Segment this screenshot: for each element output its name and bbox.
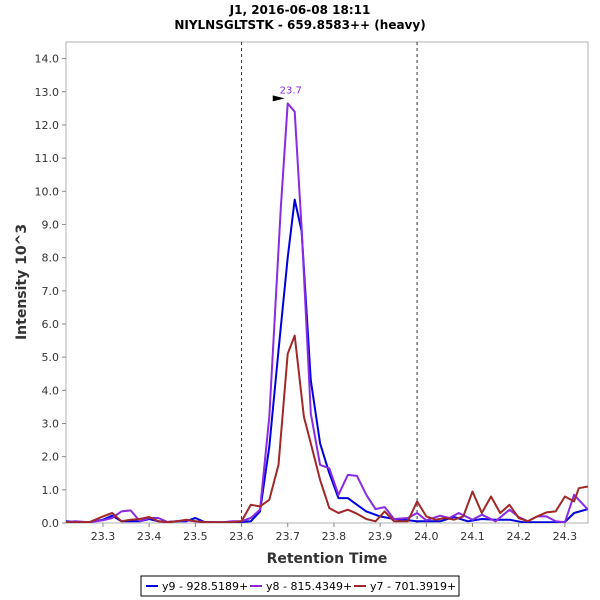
y-tick-label: 9.0 xyxy=(42,218,60,231)
y-tick-label: 12.0 xyxy=(35,119,60,132)
y-tick-label: 2.0 xyxy=(42,451,60,464)
x-tick-label: 24.2 xyxy=(506,530,531,543)
y-tick-label: 4.0 xyxy=(42,384,60,397)
y-axis: 0.0 1.0 2.0 3.0 4.0 5.0 6.0 7.0 8.0 9.0 10.0 11.0 12… xyxy=(35,53,66,530)
y-tick-label: 1.0 xyxy=(42,484,60,497)
series-lines xyxy=(66,102,588,523)
peak-arrow-icon xyxy=(272,95,285,102)
x-tick-label: 23.5 xyxy=(183,530,208,543)
chart-subtitle: NIYLNSGLTSTK - 659.8583++ (heavy) xyxy=(174,18,425,32)
y-tick-label: 10.0 xyxy=(35,185,60,198)
peak-label: 23.7 xyxy=(280,85,302,96)
x-tick-label: 23.4 xyxy=(137,530,162,543)
legend-label: y7 - 701.3919+ xyxy=(370,580,456,593)
series-line xyxy=(66,334,588,523)
y-tick-label: 7.0 xyxy=(42,285,60,298)
x-tick-label: 24.3 xyxy=(553,530,578,543)
y-axis-label: Intensity 10^3 xyxy=(14,224,30,340)
x-axis: 23.3 23.4 23.5 23.6 23.7 23.8 23.9 24.0 24.1 24.2… xyxy=(91,523,577,543)
plot-area xyxy=(65,41,589,524)
x-tick-label: 23.8 xyxy=(322,530,347,543)
y-tick-label: 13.0 xyxy=(35,86,60,99)
x-axis-label: Retention Time xyxy=(267,551,388,567)
legend: y9 - 928.5189+ y8 - 815.4349+ y7 - 701.391… xyxy=(140,575,460,597)
x-tick-label: 24.1 xyxy=(460,530,485,543)
peak-annotation: 23.7 xyxy=(272,85,302,102)
peak-boundaries xyxy=(241,42,418,523)
x-tick-label: 24.0 xyxy=(414,530,439,543)
legend-label: y8 - 815.4349+ xyxy=(266,580,352,593)
series-line xyxy=(66,198,588,523)
y-tick-label: 0.0 xyxy=(42,517,60,530)
chart-title: J1, 2016-06-08 18:11 xyxy=(229,3,371,17)
y-tick-label: 8.0 xyxy=(42,252,60,265)
y-tick-label: 3.0 xyxy=(42,417,60,430)
y-tick-label: 14.0 xyxy=(35,53,60,66)
legend-label: y9 - 928.5189+ xyxy=(162,580,248,593)
x-tick-label: 23.9 xyxy=(368,530,393,543)
x-tick-label: 23.6 xyxy=(229,530,254,543)
x-tick-label: 23.3 xyxy=(91,530,116,543)
series-line xyxy=(66,102,588,523)
legend-box xyxy=(140,575,460,597)
y-tick-label: 6.0 xyxy=(42,318,60,331)
x-tick-label: 23.7 xyxy=(275,530,300,543)
y-tick-label: 11.0 xyxy=(35,152,60,165)
legend-items: y9 - 928.5189+ y8 - 815.4349+ y7 - 701.391… xyxy=(146,580,456,593)
y-tick-label: 5.0 xyxy=(42,351,60,364)
